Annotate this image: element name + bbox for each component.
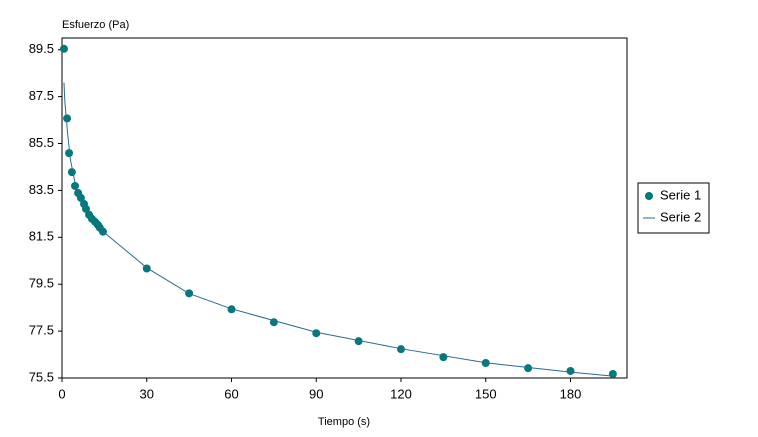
point xyxy=(67,168,76,177)
legend-box xyxy=(637,182,710,234)
legend-label: Serie 1 xyxy=(660,187,701,202)
x-tick-label: 30 xyxy=(140,386,154,401)
point xyxy=(70,181,79,190)
x-tick-label: 150 xyxy=(475,386,497,401)
point xyxy=(65,149,74,158)
point xyxy=(439,353,448,362)
x-tick-label: 90 xyxy=(309,386,323,401)
point xyxy=(59,44,68,53)
y-tick-label: 75.5 xyxy=(29,369,54,384)
point xyxy=(566,366,575,375)
x-tick-label: 120 xyxy=(390,386,412,401)
point xyxy=(608,370,617,379)
y-tick-label: 79.5 xyxy=(29,276,54,291)
legend-marker xyxy=(645,192,653,200)
y-tick-label: 83.5 xyxy=(29,182,54,197)
y-tick-label: 89.5 xyxy=(29,41,54,56)
y-tick-label: 87.5 xyxy=(29,88,54,103)
y-tick-label: 77.5 xyxy=(29,323,54,338)
x-axis-label: Tiempo (s) xyxy=(318,416,370,428)
point xyxy=(63,114,72,123)
y-axis-label: Esfuerzo (Pa) xyxy=(62,19,129,31)
plot-area xyxy=(61,37,628,379)
x-tick-label: 0 xyxy=(58,386,65,401)
legend-label: Serie 2 xyxy=(660,209,701,224)
point xyxy=(354,337,363,346)
y-tick-label: 85.5 xyxy=(29,135,54,150)
x-tick-label: 180 xyxy=(560,386,582,401)
line xyxy=(63,82,613,377)
y-tick-label: 81.5 xyxy=(29,229,54,244)
x-tick-label: 60 xyxy=(224,386,238,401)
point xyxy=(524,364,533,373)
